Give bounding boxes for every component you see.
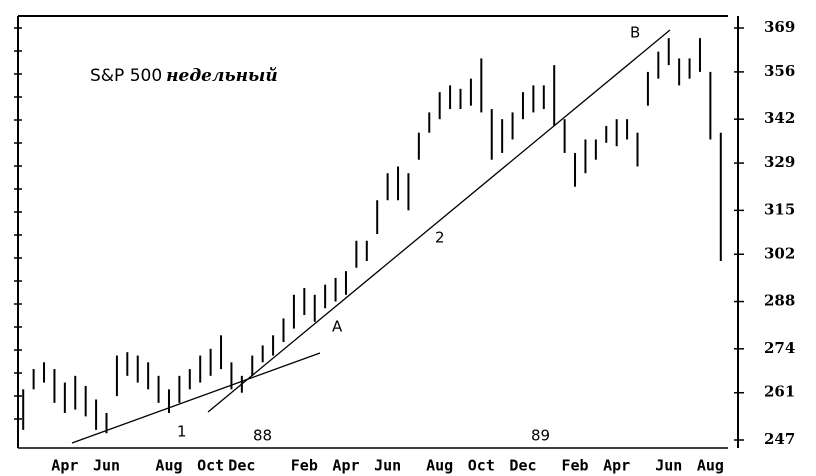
x-tick-label: Aug (155, 457, 182, 475)
y-tick-label: 315 (764, 200, 795, 218)
y-tick-label: 274 (764, 339, 795, 357)
y-tick-label: 288 (764, 292, 795, 310)
x-tick-label: Apr (332, 457, 359, 475)
x-tick-label: Jun (374, 457, 401, 475)
annotation: 2 (435, 229, 445, 247)
x-tick-label: Aug (426, 457, 453, 475)
y-tick-label: 342 (764, 109, 795, 127)
trend-line-1 (71, 352, 321, 444)
x-tick-label: Oct (468, 457, 495, 475)
chart-title: S&P 500 недельный (90, 66, 278, 87)
y-tick-label: 302 (764, 244, 795, 262)
x-tick-label: Jun (93, 457, 120, 475)
annotation: 89 (531, 427, 550, 445)
left-ticks (14, 27, 22, 420)
y-tick-label: 356 (764, 62, 795, 80)
x-tick-label: Jun (655, 457, 682, 475)
annotation: A (332, 318, 343, 336)
y-tick-label: 329 (764, 153, 795, 171)
x-tick-label: Apr (51, 457, 78, 475)
x-tick-label: Dec (509, 457, 536, 475)
trend-line-2 (207, 29, 671, 413)
x-tick-label: Apr (603, 457, 630, 475)
y-tick-label: 261 (764, 383, 795, 401)
x-tick-label: Oct (197, 457, 224, 475)
title-main: S&P 500 (90, 66, 162, 86)
y-tick-label: 369 (764, 18, 795, 36)
annotation: B (630, 24, 640, 42)
annotation: 1 (177, 423, 187, 441)
x-tick-label: Feb (561, 457, 588, 475)
title-suffix: недельный (166, 66, 278, 86)
annotation: 88 (253, 427, 272, 445)
y-tick-label: 247 (764, 430, 795, 448)
x-tick-label: Dec (228, 457, 255, 475)
x-tick-label: Feb (291, 457, 318, 475)
x-tick-label: Aug (697, 457, 724, 475)
